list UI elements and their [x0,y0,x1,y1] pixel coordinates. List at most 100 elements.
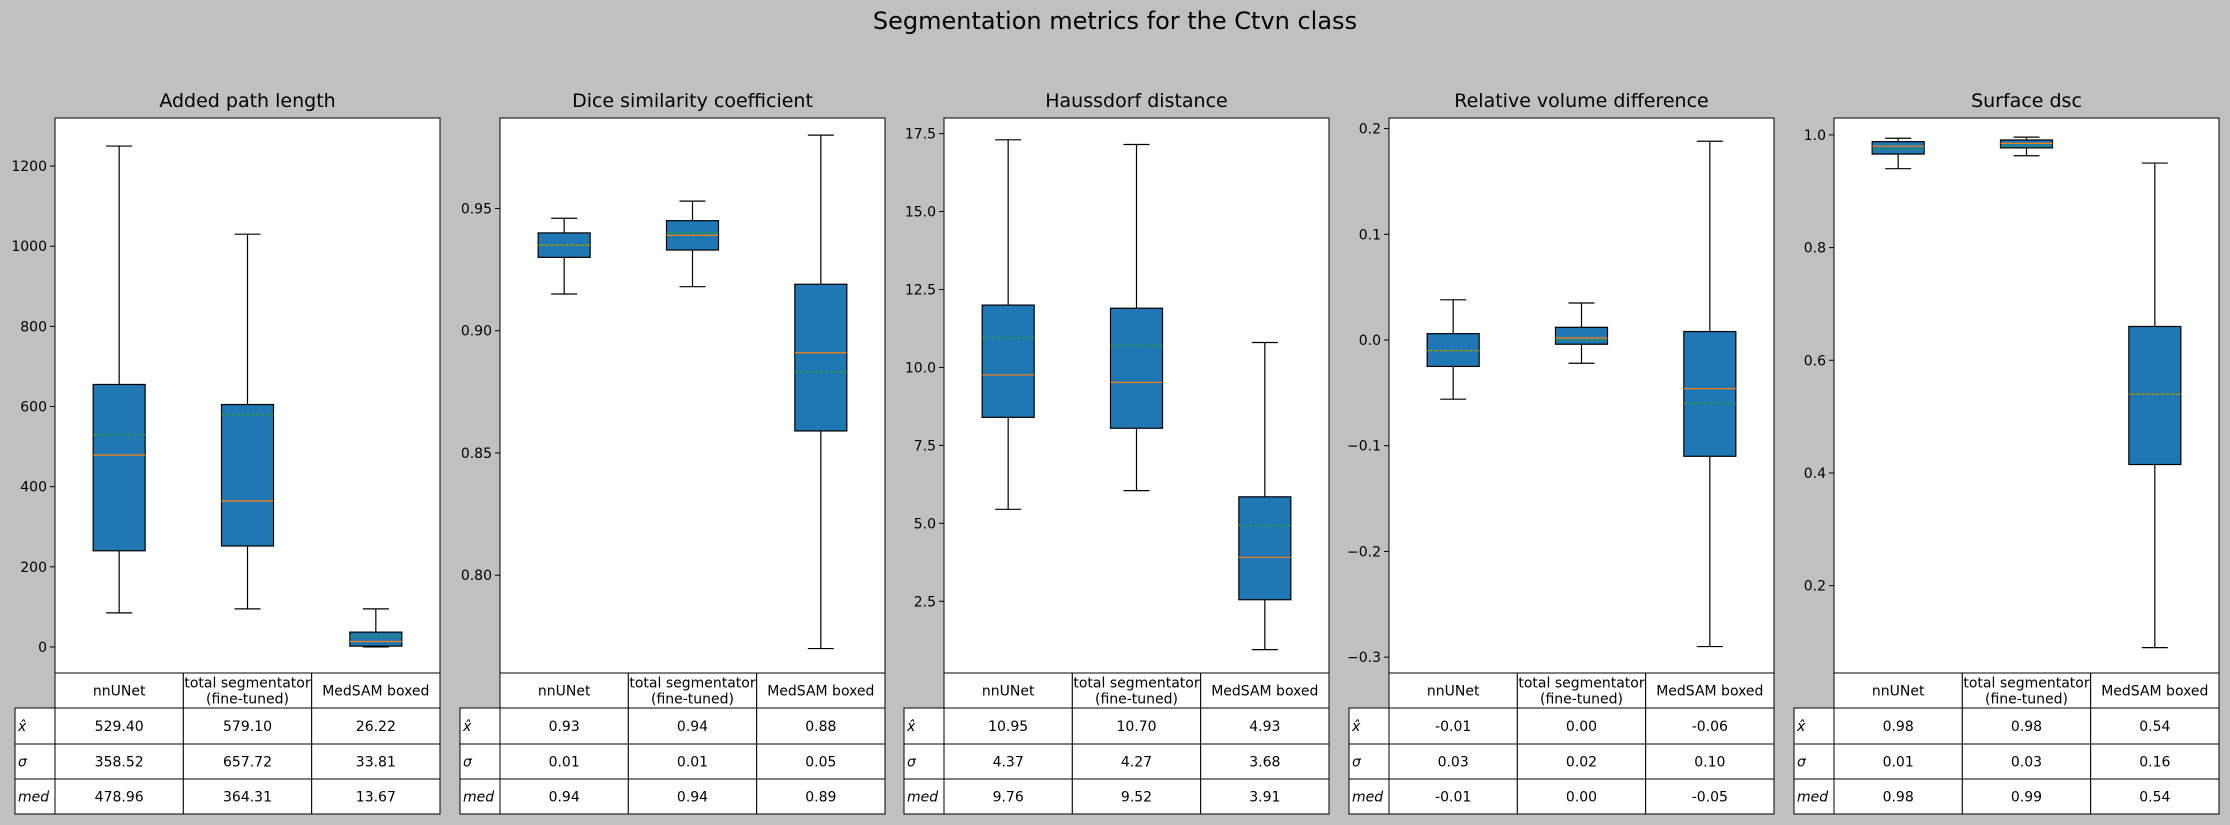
box-1 [537,217,591,295]
iqr-box [1109,307,1164,429]
y-tick-label: 1000 [11,239,47,255]
y-tick-label: 800 [20,319,47,335]
column-header: (fine-tuned) [206,692,289,708]
row-label-cell [14,743,56,780]
chart-title: Haussdorf distance [1045,90,1228,112]
table-value: 0.00 [1566,790,1597,806]
table-value: 358.52 [95,755,144,771]
table-value: 33.81 [356,755,396,771]
chart-title: Surface dsc [1971,90,2082,112]
table-cell [182,743,313,780]
table-value: -0.01 [1435,790,1471,806]
box-2 [220,233,275,610]
table-value: 3.91 [1249,790,1280,806]
chart-panel: Surface dsc 0.2 0.4 0.6 0.8 1.0 nnUNet total se… [1793,90,2220,815]
column-header-cell [54,672,184,709]
y-tick-label: 17.5 [905,127,936,143]
table-cell [2090,778,2220,815]
box-1 [1426,299,1480,400]
table-cell [1645,707,1775,745]
table-value: 478.96 [95,790,144,806]
chart-panel: Dice similarity coefficient 0.80 0.85 0.90 0… [459,90,886,815]
column-header: nnUNet [538,684,591,700]
table-cell [1645,743,1775,780]
table-cell [1961,743,2092,780]
chart-panel: Relative volume difference −0.3 −0.2 −0.1 0.… [1347,90,1775,815]
chart-panel: Haussdorf distance 2.5 5.0 7.5 10.0 12.5 15.0 1… [903,90,1330,815]
table-value: 10.95 [988,719,1028,735]
column-header-cell [499,672,629,709]
y-tick-label: 2.5 [914,594,936,610]
row-label-cell [1793,707,1835,745]
row-label: med [1797,790,1828,806]
y-tick-label: −0.2 [1347,544,1381,560]
table-value: 0.94 [677,790,708,806]
table-value: -0.05 [1692,790,1728,806]
iqr-box [2128,325,2182,466]
y-tick-label: 0.2 [1359,122,1381,138]
column-header: MedSAM boxed [767,684,874,700]
table-cell [1833,778,1963,815]
chart-title: Added path length [159,90,335,112]
table-cell [1388,743,1518,780]
table-value: 0.98 [1883,719,1914,735]
iqr-box [349,631,403,647]
iqr-box [981,304,1035,418]
table-value: 579.10 [223,719,272,735]
table-cell [1388,707,1518,745]
table-cell [756,707,886,745]
table-cell [756,778,886,815]
column-header: MedSAM boxed [1656,684,1763,700]
stats-table: nnUNet total segmentator(fine-tuned) MedSA… [14,672,441,815]
y-tick-label: 15.0 [905,205,936,221]
iqr-box [1871,141,1925,155]
row-label-cell [903,707,945,745]
box-2 [1554,302,1609,364]
table-value: 0.16 [2139,755,2170,771]
table-value: 0.02 [1566,755,1597,771]
y-tick-label: 400 [20,480,47,496]
table-cell [1516,778,1647,815]
table-value: 0.10 [1694,755,1725,771]
table-cell [1388,778,1518,815]
row-label: med [18,790,49,806]
row-label: x̂ [462,719,472,735]
row-label: med [1352,790,1383,806]
column-header-cell [943,672,1073,709]
table-value: 0.01 [1883,755,1914,771]
y-tick-label: 0.80 [461,568,492,584]
y-tick-label: 600 [20,400,47,416]
table-value: -0.01 [1435,719,1471,735]
column-header: nnUNet [1872,684,1925,700]
box-1 [981,139,1035,510]
stats-table: nnUNet total segmentator(fine-tuned) MedSA… [1793,672,2220,815]
column-header: MedSAM boxed [1211,684,1318,700]
iqr-box [1554,326,1609,345]
column-header: (fine-tuned) [1985,692,2068,708]
iqr-box [220,403,275,547]
row-label-cell [459,778,501,815]
table-cell [54,778,184,815]
box-3 [1238,341,1292,651]
table-value: 0.98 [1883,790,1914,806]
y-tick-label: 12.5 [905,282,936,298]
table-cell [2090,743,2220,780]
row-label-cell [459,743,501,780]
row-label-cell [903,778,945,815]
table-cell [1961,778,2092,815]
row-label: σ [18,755,28,771]
table-cell [1071,778,1202,815]
column-header: total segmentator [629,676,756,692]
row-label: σ [907,755,917,771]
chart-title: Relative volume difference [1454,90,1708,112]
table-cell [1961,707,2092,745]
table-value: 364.31 [223,790,272,806]
column-header-cell [1961,672,2092,709]
row-label: σ [1352,755,1362,771]
row-label: x̂ [1796,719,1806,735]
row-label: x̂ [17,719,27,735]
y-tick-label: 7.5 [914,438,936,454]
stats-table: nnUNet total segmentator(fine-tuned) MedSA… [459,672,886,815]
box-3 [794,134,848,650]
table-cell [54,743,184,780]
